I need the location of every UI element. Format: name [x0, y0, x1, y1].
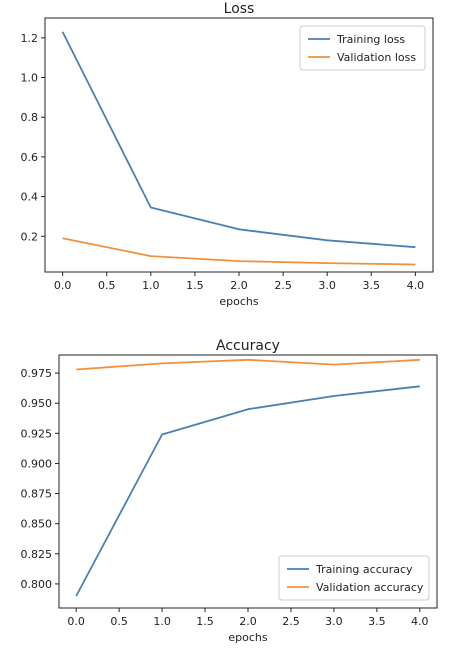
- y-tick-label: 0.850: [21, 518, 53, 531]
- chart-1: Accuracy 0.0 0.5 1.0 1.5 2.0 2.5 3.0 3.5 4.0 0.800…: [21, 338, 438, 644]
- plot-frame: [44, 17, 434, 273]
- x-tick-label: 0.0: [67, 615, 85, 628]
- x-tick-label: 1.0: [153, 615, 171, 628]
- x-tick-label: 0.5: [98, 279, 116, 292]
- y-tick-label: 0.4: [21, 191, 39, 204]
- x-tick-label: 1.5: [186, 279, 204, 292]
- x-tick-label: 4.0: [407, 279, 425, 292]
- legend-label: Validation accuracy: [316, 581, 424, 594]
- legend-label: Training accuracy: [315, 563, 413, 576]
- x-tick-label: 3.0: [318, 279, 336, 292]
- y-tick-label: 0.900: [21, 457, 53, 470]
- plot-frame: [58, 354, 438, 609]
- x-tick-label: 0.5: [110, 615, 128, 628]
- chart-title: Accuracy: [216, 338, 280, 354]
- x-tick-label: 3.0: [325, 615, 343, 628]
- y-tick-label: 0.925: [21, 427, 53, 440]
- legend-label: Training loss: [336, 33, 405, 46]
- y-tick-label: 0.2: [21, 230, 39, 243]
- x-tick-label: 1.5: [196, 615, 214, 628]
- x-tick-label: 3.5: [368, 615, 386, 628]
- y-tick-label: 0.975: [21, 367, 53, 380]
- legend-box: [299, 25, 426, 71]
- series-line-1: [62, 237, 416, 266]
- series-line-1: [76, 358, 420, 371]
- x-tick-label: 0.0: [54, 279, 72, 292]
- y-tick-label: 0.950: [21, 397, 53, 410]
- x-tick-label: 2.0: [230, 279, 248, 292]
- y-tick-label: 1.2: [21, 32, 39, 45]
- x-tick-label: 4.0: [411, 615, 429, 628]
- x-tick-label: 2.0: [239, 615, 257, 628]
- series-line-0: [61, 31, 416, 249]
- x-tick-label: 1.0: [142, 279, 160, 292]
- x-tick-label: 2.5: [282, 615, 300, 628]
- chart-title: Loss: [224, 1, 255, 17]
- legend-box: [278, 555, 430, 601]
- y-tick-label: 0.800: [21, 578, 53, 591]
- y-tick-label: 0.825: [21, 548, 53, 561]
- legend-label: Validation loss: [337, 51, 416, 64]
- x-tick-label: 3.5: [363, 279, 381, 292]
- y-tick-label: 0.875: [21, 488, 53, 501]
- chart-0: Loss 0.0 0.5 1.0 1.5 2.0 2.5 3.0 3.5 4.0 0.2 0.4 0.6…: [21, 1, 434, 308]
- y-tick-label: 1.0: [21, 72, 39, 85]
- y-tick-label: 0.8: [21, 111, 39, 124]
- x-axis-label: epochs: [228, 631, 267, 644]
- x-tick-label: 2.5: [274, 279, 292, 292]
- y-tick-label: 0.6: [21, 151, 39, 164]
- series-line-0: [75, 385, 420, 597]
- x-axis-label: epochs: [219, 295, 258, 308]
